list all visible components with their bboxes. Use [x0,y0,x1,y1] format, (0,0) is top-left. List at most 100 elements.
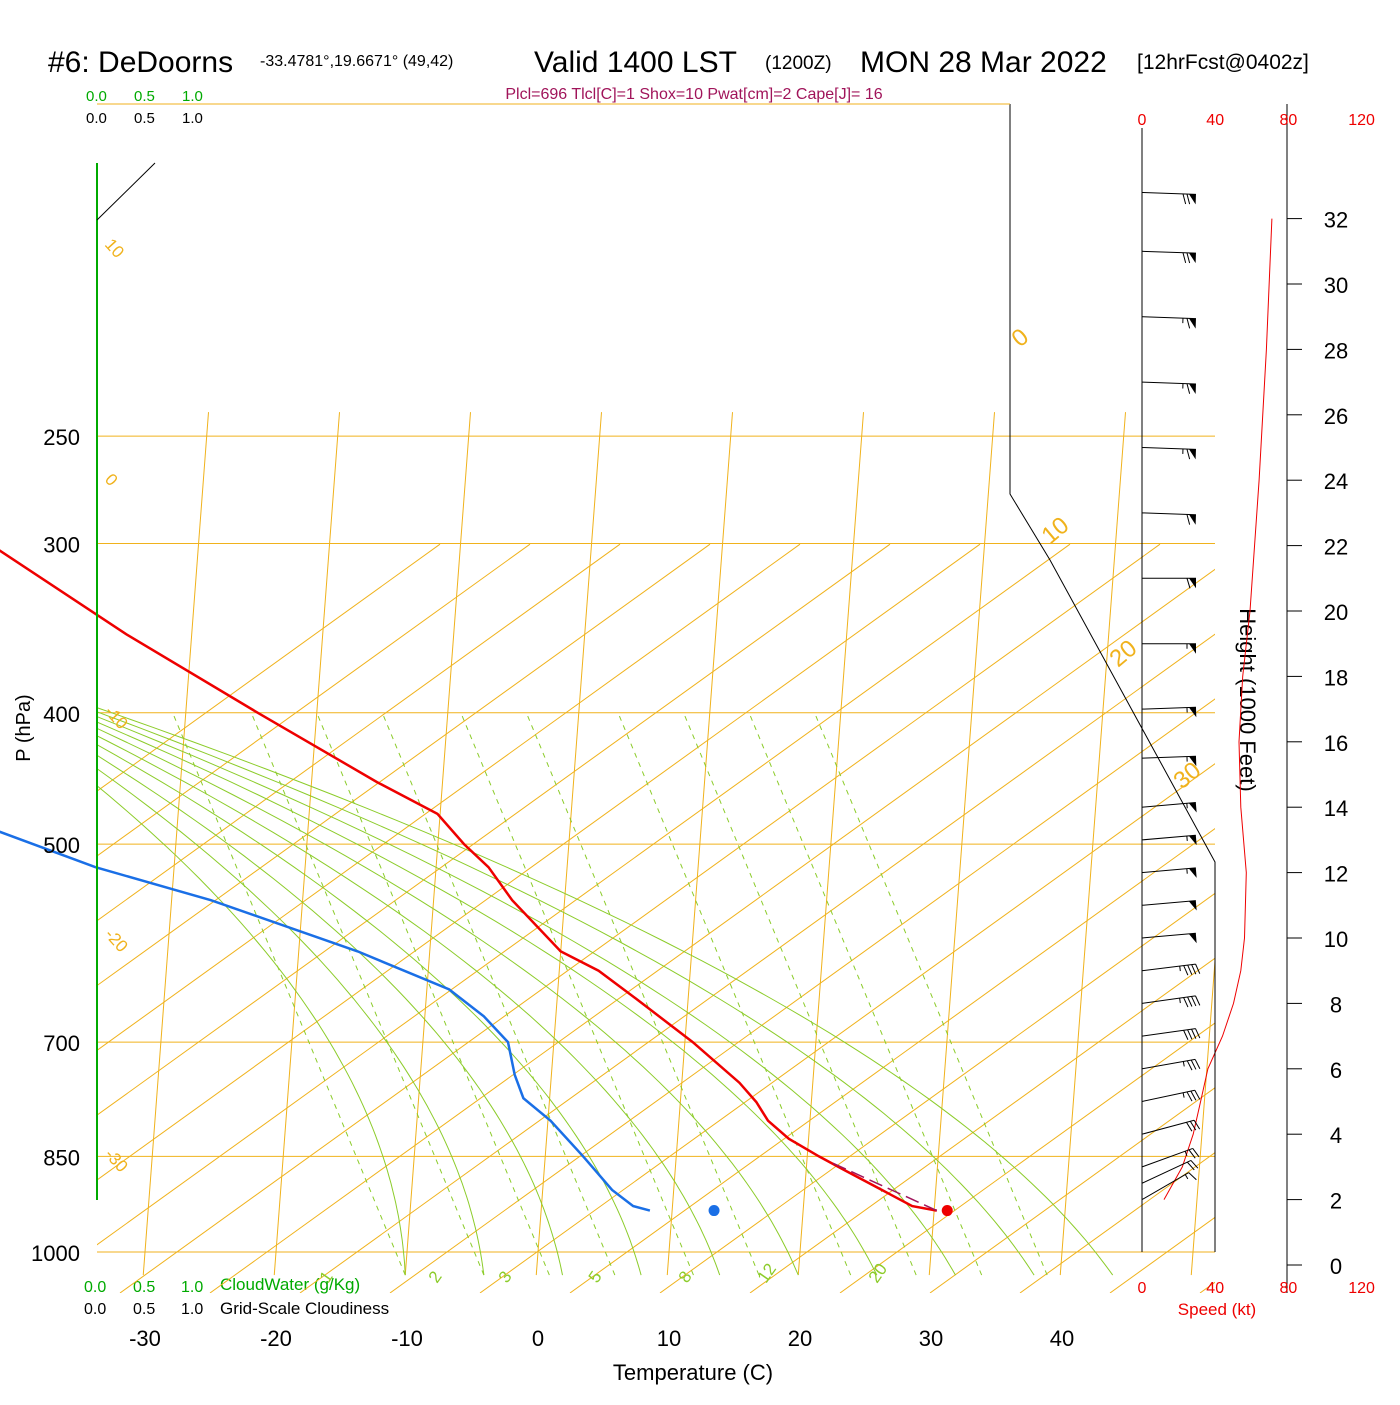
wind-barb-half-feather [1180,966,1181,971]
temp-tick-20: 20 [788,1326,812,1351]
temp-tick-10: 10 [657,1326,681,1351]
wind-barb-half-feather [1180,998,1181,1003]
height-tick-10: 10 [1324,927,1348,952]
wind-barb-feather [1187,449,1190,459]
wind-barb-feather [1183,194,1186,204]
height-tick-16: 16 [1324,731,1348,756]
height-tick-28: 28 [1324,338,1348,363]
mixing-ratio-line [461,713,694,1275]
wind-barb [1142,707,1196,717]
wind-barb-feather [1188,997,1192,1006]
wind-barb-staff [1142,1120,1194,1134]
cloudiness-scale-bottom-0: 0.0 [84,1301,106,1318]
pressure-tick-500: 500 [43,833,80,858]
y-axis-title: P (hPa) [13,694,35,761]
wind-barb-pennant [1189,868,1197,878]
pressure-tick-1000: 1000 [31,1241,80,1266]
wind-barb-feather [1191,1060,1196,1069]
moist-adiabat-curve [0,436,720,1275]
pressure-tick-250: 250 [43,425,80,450]
valid-time: Valid 1400 LST [534,46,737,79]
wind-barb [1142,996,1200,1007]
wind-barb-feather [1187,1092,1192,1101]
wind-barb-pennant [1189,194,1196,204]
isotherm-label-right: 30 [1169,757,1207,795]
speed-tick-top-80: 80 [1280,112,1298,129]
temp-tick-0: 0 [532,1326,544,1351]
moist-adiabat-curve [0,436,877,1275]
wind-barb-staff [1142,901,1196,906]
wind-barb [1142,1059,1200,1070]
dry-adiabat-line [0,544,800,1293]
wind-barb [1142,382,1196,394]
temp-tick-30: 30 [919,1326,943,1351]
wind-barb-staff [1142,802,1196,807]
wind-barb-staff [1142,448,1196,450]
wind-barb-pennant [1189,802,1197,812]
wind-barb [1142,251,1196,263]
wind-barb-half-feather [1185,1175,1188,1179]
height-tick-8: 8 [1330,992,1342,1017]
wind-barb-staff [1142,707,1196,709]
wind-barb [1142,578,1196,588]
cloudwater-scale-bottom-2: 1.0 [181,1279,203,1296]
wind-barb-feather [1188,1030,1192,1039]
pressure-tick-700: 700 [43,1031,80,1056]
wind-barb-staff [1142,996,1195,1004]
pressure-tick-400: 400 [43,702,80,727]
wind-barb-staff [1142,317,1196,319]
temperature-line [0,482,937,1211]
dry-adiabat-line [120,544,1160,1293]
dry-adiabat-line [300,544,1340,1293]
mixing-ratio-label: 3 [495,1268,516,1287]
wind-barb-feather [1187,194,1190,204]
cloudwater-scale-top-0: 0.0 [86,88,107,105]
wind-barb [1142,964,1200,975]
wind-barb-staff [1142,835,1196,840]
height-tick-22: 22 [1324,535,1348,560]
height-tick-14: 14 [1324,796,1348,821]
zulu-time: (1200Z) [765,53,832,74]
wind-barb [1142,1148,1199,1166]
wind-barb-staff [1142,1173,1189,1200]
cloudwater-label: CloudWater (g/Kg) [220,1275,360,1294]
height-tick-18: 18 [1324,665,1348,690]
x-axis-title: Temperature (C) [613,1360,773,1385]
wind-barb-staff [1142,382,1196,384]
height-tick-12: 12 [1324,862,1348,887]
height-tick-0: 0 [1330,1254,1342,1279]
mixing-ratio-label: 20 [865,1260,891,1286]
pressure-tick-850: 850 [43,1145,80,1170]
speed-tick-top-120: 120 [1348,112,1375,129]
wind-barb-feather [1195,1059,1200,1068]
dry-adiabat-line [750,544,1400,1293]
stability-params: Plcl=696 Tlcl[C]=1 Shox=10 Pwat[cm]=2 Ca… [505,86,882,103]
temp-tick--10: -10 [391,1326,423,1351]
wind-barb [1142,1120,1200,1134]
wind-barb-feather [1184,1030,1188,1039]
wind-barb [1142,192,1196,204]
height-tick-26: 26 [1324,404,1348,429]
speed-axis-title: Speed (kt) [1178,1300,1256,1319]
pressure-tick-300: 300 [43,532,80,557]
mixing-ratio-line [618,713,851,1275]
wind-barb-staff [1142,251,1196,253]
mixing-ratio-line [382,713,615,1275]
wind-barb [1142,901,1197,911]
mixing-ratio-line [526,713,759,1275]
dry-adiabat-line [0,544,620,1293]
plot-boundary-line [1010,104,1215,1252]
height-tick-4: 4 [1330,1123,1342,1148]
forecast-date: MON 28 Mar 2022 [860,46,1107,79]
wind-barb-feather [1184,998,1188,1007]
wind-barb-feather [1183,253,1186,263]
wind-barb-feather [1195,996,1199,1005]
wind-barb-feather [1192,996,1196,1005]
mixing-ratio-line [815,713,1048,1275]
wind-barb [1142,448,1196,460]
cloudiness-scale-bottom-2: 1.0 [181,1301,203,1318]
speed-tick-bottom-40: 40 [1206,1280,1224,1297]
wind-barb-feather [1188,965,1192,975]
